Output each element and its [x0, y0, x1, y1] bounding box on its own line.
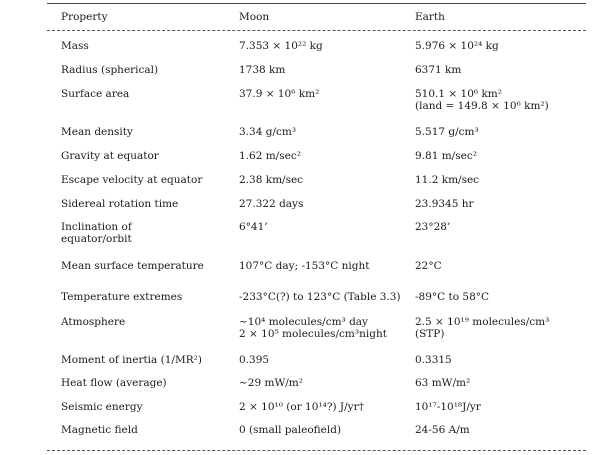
cell-moon: 2.38 km/sec — [239, 174, 304, 186]
cell-earth: 63 mW/m² — [415, 377, 471, 389]
cell-earth: (land = 149.8 × 10⁶ km²) — [415, 100, 549, 112]
cell-moon: ~29 mW/m² — [239, 377, 303, 389]
table-header-rule — [47, 30, 586, 31]
cell-property: Inclination of — [61, 221, 132, 233]
cell-earth: 24-56 A/m — [415, 424, 470, 436]
table-bottom-rule — [47, 450, 586, 451]
cell-moon: 1.62 m/sec² — [239, 150, 301, 162]
cell-earth: 23°28’ — [415, 221, 451, 233]
cell-property: equator/orbit — [61, 233, 132, 245]
cell-earth: 5.976 × 10²⁴ kg — [415, 40, 499, 52]
cell-moon: 2 × 10¹⁰ (or 10¹⁴?) J/yr† — [239, 401, 364, 413]
cell-property: Sidereal rotation time — [61, 198, 179, 210]
cell-moon: 1738 km — [239, 64, 286, 76]
cell-moon: 0 (small paleofield) — [239, 424, 342, 436]
cell-earth: 23.9345 hr — [415, 198, 474, 210]
cell-property: Radius (spherical) — [61, 64, 159, 76]
cell-property: Heat flow (average) — [61, 377, 167, 389]
cell-property: Mean density — [61, 126, 133, 138]
header-property: Property — [61, 11, 108, 23]
cell-property: Mass — [61, 40, 89, 52]
cell-moon: 6°41’ — [239, 221, 268, 233]
cell-earth: 510.1 × 10⁶ km² — [415, 88, 502, 100]
cell-property: Mean surface temperature — [61, 260, 204, 272]
cell-earth: 0.3315 — [415, 354, 452, 366]
cell-moon: 0.395 — [239, 354, 270, 366]
cell-moon: 37.9 × 10⁶ km² — [239, 88, 320, 100]
cell-property: Gravity at equator — [61, 150, 159, 162]
cell-moon: 27.322 days — [239, 198, 304, 210]
cell-property: Moment of inertia (1/MR²) — [61, 354, 202, 366]
cell-moon: -233°C(?) to 123°C (Table 3.3) — [239, 291, 401, 303]
cell-earth: 10¹⁷-10¹⁸J/yr — [415, 401, 481, 413]
cell-earth: -89°C to 58°C — [415, 291, 490, 303]
cell-earth: (STP) — [415, 328, 445, 340]
cell-earth: 6371 km — [415, 64, 462, 76]
cell-property: Surface area — [61, 88, 130, 100]
cell-moon: ~10⁴ molecules/cm³ day — [239, 316, 368, 328]
cell-moon: 7.353 × 10²² kg — [239, 40, 323, 52]
cell-property: Escape velocity at equator — [61, 174, 203, 186]
table-top-rule — [47, 3, 586, 4]
cell-property: Seismic energy — [61, 401, 143, 413]
header-moon: Moon — [239, 11, 270, 23]
cell-moon: 2 × 10⁵ molecules/cm³night — [239, 328, 387, 340]
cell-moon: 107°C day; -153°C night — [239, 260, 370, 272]
cell-moon: 3.34 g/cm³ — [239, 126, 297, 138]
cell-property: Atmosphere — [61, 316, 126, 328]
cell-earth: 11.2 km/sec — [415, 174, 480, 186]
cell-earth: 22°C — [415, 260, 442, 272]
cell-earth: 5.517 g/cm³ — [415, 126, 479, 138]
cell-earth: 2.5 × 10¹⁹ molecules/cm³ — [415, 316, 550, 328]
cell-property: Magnetic field — [61, 424, 138, 436]
cell-earth: 9.81 m/sec² — [415, 150, 477, 162]
header-earth: Earth — [415, 11, 445, 23]
cell-property: Temperature extremes — [61, 291, 183, 303]
